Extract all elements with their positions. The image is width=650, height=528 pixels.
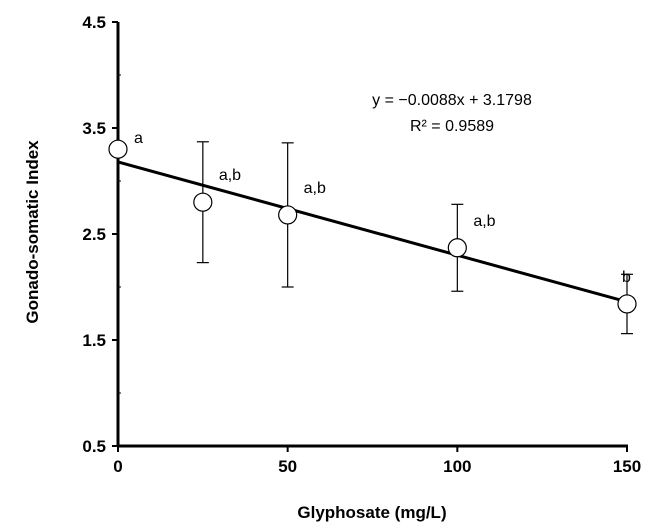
significance-label: a,b xyxy=(473,213,495,230)
data-point xyxy=(193,192,213,212)
trendline xyxy=(117,160,628,304)
x-tick-label: 50 xyxy=(278,457,297,476)
r-squared: R² = 0.9589 xyxy=(410,118,494,135)
y-tick-label: 0.5 xyxy=(82,437,106,456)
significance-label: a,b xyxy=(219,167,241,184)
data-points xyxy=(108,139,637,314)
axes: 0.5 1.5 2.5 3.5 4.5 0 50 100 150 xyxy=(82,13,641,476)
significance-label: a,b xyxy=(304,180,326,197)
data-point xyxy=(447,238,467,258)
y-axis-title: Gonado-somatic Index xyxy=(23,140,42,324)
x-axis-title: Glyphosate (mg/L) xyxy=(297,503,446,522)
x-tick-label: 150 xyxy=(613,457,641,476)
y-tick-label: 3.5 xyxy=(82,119,106,138)
data-point xyxy=(278,205,298,225)
significance-label: b xyxy=(622,269,631,286)
x-tick-label: 0 xyxy=(113,457,122,476)
trend-equation: y = −0.0088x + 3.1798 xyxy=(372,92,532,109)
y-tick-label: 2.5 xyxy=(82,225,106,244)
significance-labels: a a,b a,b a,b b xyxy=(134,130,631,286)
data-point xyxy=(108,139,128,159)
y-tick-label: 1.5 xyxy=(82,331,106,350)
data-point xyxy=(617,294,637,314)
y-tick-label: 4.5 xyxy=(82,13,106,32)
x-tick-label: 100 xyxy=(443,457,471,476)
significance-label: a xyxy=(134,130,143,147)
error-bars xyxy=(196,141,633,335)
